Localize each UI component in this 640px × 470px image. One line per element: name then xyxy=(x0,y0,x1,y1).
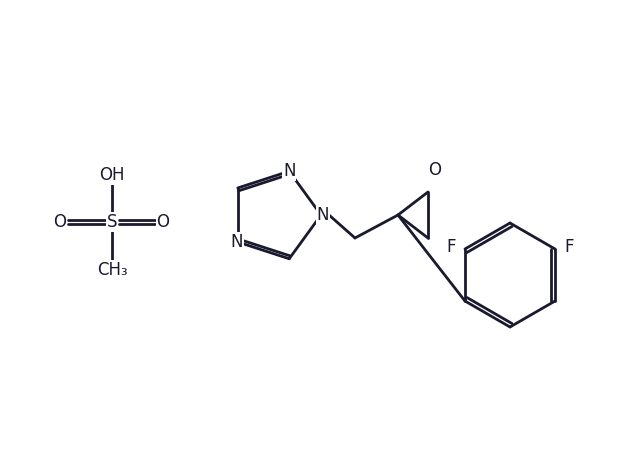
Text: OH: OH xyxy=(99,166,125,184)
Text: N: N xyxy=(230,233,243,251)
Text: F: F xyxy=(446,238,456,256)
Text: S: S xyxy=(107,213,117,231)
Text: O: O xyxy=(54,213,67,231)
Text: CH₃: CH₃ xyxy=(97,261,127,279)
Text: F: F xyxy=(564,238,574,256)
Text: O: O xyxy=(429,161,442,179)
Text: N: N xyxy=(283,162,296,180)
Text: N: N xyxy=(317,206,329,224)
Text: O: O xyxy=(157,213,170,231)
